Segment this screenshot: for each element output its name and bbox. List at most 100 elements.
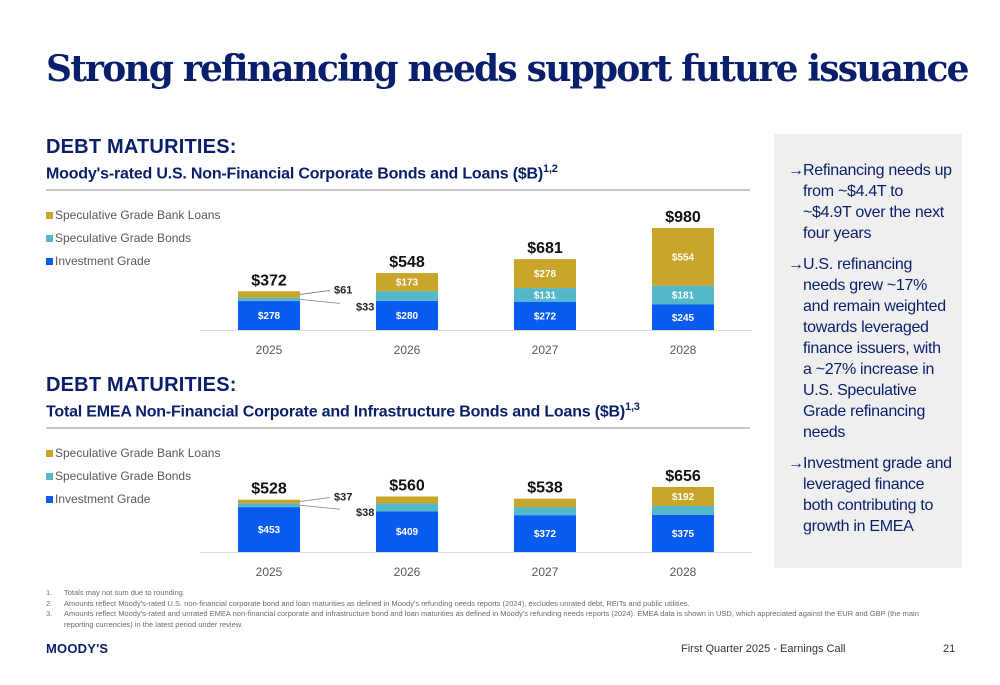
legend-swatch-investment-grade — [46, 258, 53, 265]
bar-segment-speculative-grade-bonds — [652, 506, 714, 515]
footnote: 3. Amounts reflect Moody's-rated and unra… — [46, 609, 946, 630]
x-tick-label: 2026 — [394, 565, 421, 579]
bar-segment-speculative-grade-bank-loans — [376, 496, 438, 504]
callout-line — [299, 290, 331, 295]
bar-segment-investment-grade — [376, 511, 438, 552]
legend-label-investment-grade: Investment Grade — [55, 492, 151, 506]
section-1-subtitle-text: Moody's-rated U.S. Non-Financial Corpora… — [46, 165, 544, 183]
total-label: $560 — [389, 478, 425, 495]
data-label-callout-bonds: $33 — [356, 301, 374, 313]
bar-segment-investment-grade — [652, 304, 714, 330]
x-tick-label: 2028 — [670, 343, 697, 357]
arrow-right-icon: → — [788, 455, 804, 472]
footnotes: 1. Totals may not sum due to rounding. 2.… — [46, 588, 946, 630]
bar-segment-speculative-grade-bank-loans — [238, 291, 300, 298]
x-tick-label: 2027 — [532, 343, 559, 357]
bar-segment-investment-grade — [376, 300, 438, 330]
x-tick-label: 2025 — [256, 343, 283, 357]
data-label-investment-grade: $372 — [534, 529, 557, 540]
emea-debt-maturities-chart: Speculative Grade Bank Loans Speculative … — [46, 446, 752, 579]
moodys-logo: MOODY'S — [46, 641, 109, 656]
data-label-investment-grade: $278 — [258, 311, 281, 322]
footnote: 1. Totals may not sum due to rounding. — [46, 588, 946, 599]
arrow-right-icon: → — [788, 256, 804, 273]
bar-segment-investment-grade — [514, 515, 576, 552]
total-label: $372 — [251, 272, 287, 289]
footnote-text: Amounts reflect Moody's-rated U.S. non-f… — [64, 598, 690, 608]
bar-segment-speculative-grade-bank-loans — [514, 259, 576, 289]
data-label-speculative-grade-bank-loans: $554 — [672, 252, 695, 263]
data-label-investment-grade: $375 — [672, 529, 695, 540]
total-label: $548 — [389, 254, 425, 271]
x-tick-label: 2026 — [394, 343, 421, 357]
legend-swatch-investment-grade — [46, 496, 53, 503]
total-label: $656 — [665, 468, 701, 485]
data-label-speculative-grade-bank-loans: $192 — [672, 492, 695, 503]
us-debt-maturities-chart: Speculative Grade Bank Loans Speculative … — [46, 208, 752, 357]
legend-label-investment-grade: Investment Grade — [55, 254, 151, 268]
section-1-superscript: 1,2 — [543, 163, 558, 175]
data-label-investment-grade: $272 — [534, 311, 557, 322]
section-2-subtitle: Total EMEA Non-Financial Corporate and I… — [46, 401, 640, 421]
section-2-superscript: 1,3 — [625, 401, 640, 413]
footnote-number: 1. — [46, 588, 53, 597]
data-label-speculative-grade-bonds: $181 — [672, 291, 695, 302]
bar-segment-speculative-grade-bank-loans — [652, 228, 714, 286]
key-takeaways-panel: → Refinancing needs up from ~$4.4T to ~$4… — [774, 134, 962, 568]
bar-segment-speculative-grade-bonds — [514, 288, 576, 302]
bar-segment-speculative-grade-bonds — [238, 297, 300, 302]
bar-segment-speculative-grade-bonds — [652, 285, 714, 305]
section-1-subtitle: Moody's-rated U.S. Non-Financial Corpora… — [46, 163, 558, 183]
bar-segment-speculative-grade-bonds — [238, 503, 300, 508]
total-label: $528 — [251, 481, 287, 498]
section-1-rule — [46, 189, 750, 191]
x-tick-label: 2025 — [256, 565, 283, 579]
legend-swatch-speculative-grade-bonds — [46, 473, 53, 480]
bar-segment-investment-grade — [514, 301, 576, 330]
legend-swatch-speculative-grade-bank-loans — [46, 212, 53, 219]
data-label-investment-grade: $280 — [396, 311, 419, 322]
callout-line — [299, 298, 341, 304]
legend-label-speculative-grade-bonds: Speculative Grade Bonds — [55, 469, 191, 483]
data-label-callout-bank-loans: $37 — [334, 492, 352, 504]
takeaway-text: Refinancing needs up from ~$4.4T to ~$4.… — [803, 162, 952, 242]
data-label-speculative-grade-bonds: $131 — [534, 290, 557, 301]
bar-segment-speculative-grade-bonds — [376, 503, 438, 512]
total-label: $681 — [527, 240, 563, 257]
legend-label-speculative-grade-bank-loans: Speculative Grade Bank Loans — [55, 446, 220, 460]
data-label-investment-grade: $409 — [396, 527, 419, 538]
footnote-text: Amounts reflect Moody's-rated and unrate… — [64, 609, 919, 629]
takeaway-item: → Investment grade and leveraged finance … — [788, 453, 952, 537]
data-label-speculative-grade-bank-loans: $173 — [396, 278, 419, 289]
legend-swatch-speculative-grade-bank-loans — [46, 450, 53, 457]
legend-label-speculative-grade-bank-loans: Speculative Grade Bank Loans — [55, 208, 220, 222]
takeaway-item: → Refinancing needs up from ~$4.4T to ~$4… — [788, 160, 952, 244]
total-label: $538 — [527, 480, 563, 497]
footnote-text: Totals may not sum due to rounding. — [64, 588, 185, 597]
takeaway-text: Investment grade and leveraged finance b… — [803, 455, 952, 535]
arrow-right-icon: → — [788, 162, 804, 179]
footnote: 2. Amounts reflect Moody's-rated U.S. non… — [46, 599, 946, 610]
slide-title: Strong refinancing needs support future … — [46, 48, 970, 90]
bar-segment-speculative-grade-bank-loans — [514, 498, 576, 508]
bar-segment-speculative-grade-bank-loans — [238, 499, 300, 504]
legend-label-speculative-grade-bonds: Speculative Grade Bonds — [55, 231, 191, 245]
bar-segment-speculative-grade-bank-loans — [652, 487, 714, 507]
takeaway-text: U.S. refinancing needs grew ~17% and rem… — [803, 256, 946, 441]
data-label-investment-grade: $245 — [672, 313, 695, 324]
legend-swatch-speculative-grade-bonds — [46, 235, 53, 242]
bar-segment-investment-grade — [238, 507, 300, 552]
takeaway-list: → Refinancing needs up from ~$4.4T to ~$4… — [774, 134, 962, 537]
data-label-callout-bonds: $38 — [356, 507, 374, 519]
callout-line — [299, 504, 341, 510]
data-label-speculative-grade-bank-loans: $278 — [534, 269, 557, 280]
bar-segment-investment-grade — [652, 514, 714, 552]
page-number: 21 — [943, 643, 956, 655]
bar-segment-speculative-grade-bonds — [514, 507, 576, 516]
bar-segment-investment-grade — [238, 301, 300, 330]
section-1-title: DEBT MATURITIES: — [46, 136, 237, 158]
takeaway-item: → U.S. refinancing needs grew ~17% and re… — [788, 254, 952, 443]
footnote-number: 2. — [46, 598, 53, 608]
callout-line — [299, 497, 331, 502]
footnote-number: 3. — [46, 609, 53, 618]
